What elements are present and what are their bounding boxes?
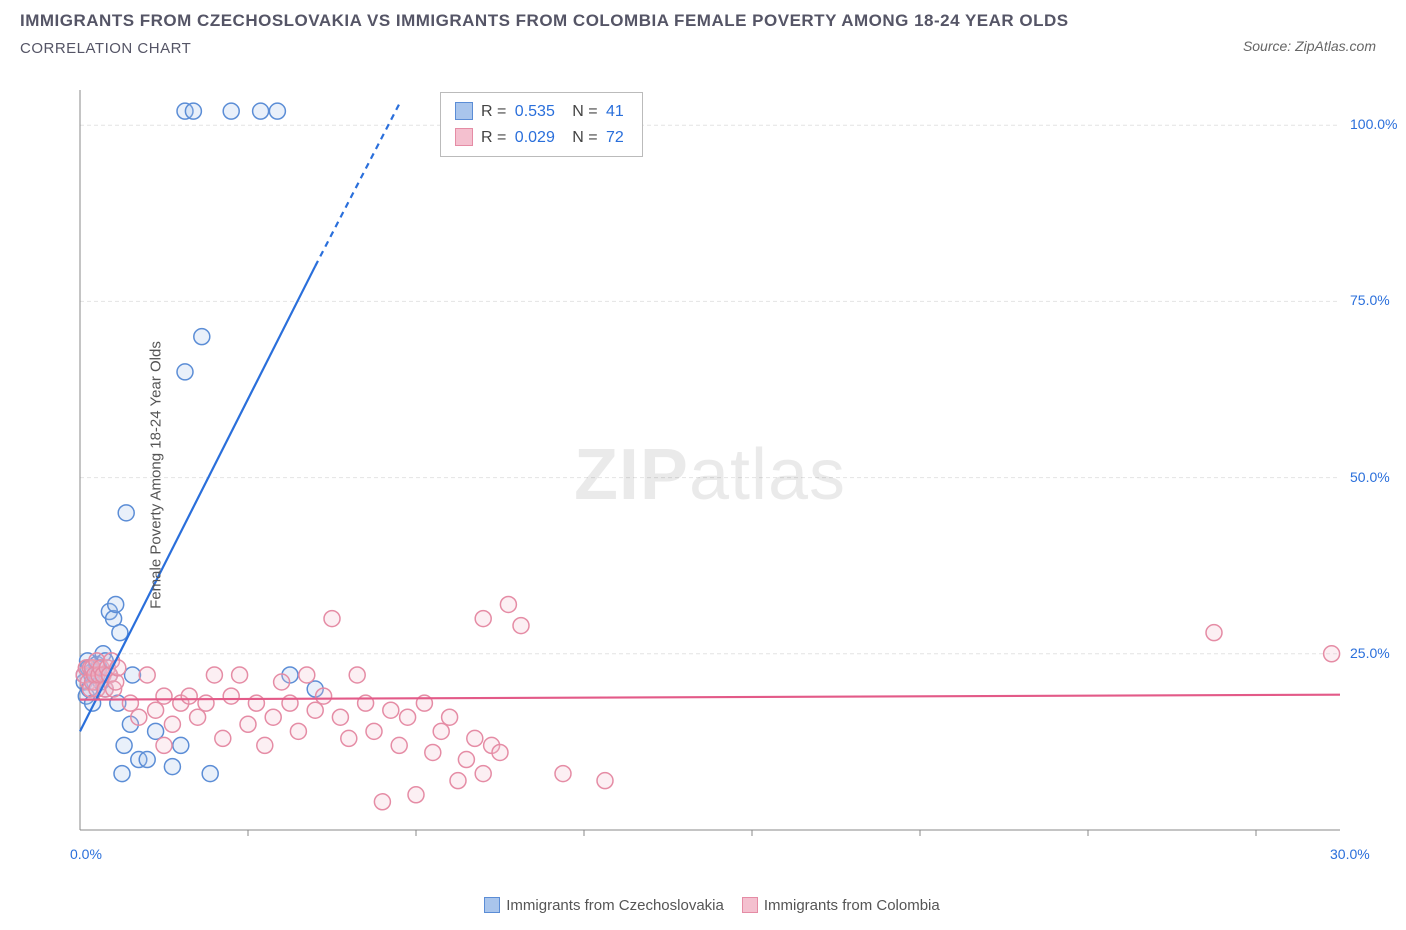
y-tick-label: 75.0% xyxy=(1350,292,1390,308)
y-tick-label: 100.0% xyxy=(1350,116,1397,132)
r-value: 0.029 xyxy=(515,129,555,146)
chart-title: IMMIGRANTS FROM CZECHOSLOVAKIA VS IMMIGR… xyxy=(20,8,1386,34)
chart-area: Female Poverty Among 18-24 Year Olds ZIP… xyxy=(40,80,1380,870)
y-tick-label: 50.0% xyxy=(1350,469,1390,485)
legend-swatch xyxy=(455,102,473,120)
legend-label: Immigrants from Czechoslovakia xyxy=(506,897,724,914)
stats-row: R = 0.535 N = 41 xyxy=(455,99,628,125)
n-label: N = xyxy=(572,103,597,120)
legend-swatch xyxy=(742,897,758,913)
stats-legend-box: R = 0.535 N = 41R = 0.029 N = 72 xyxy=(440,92,643,157)
legend-swatch xyxy=(484,897,500,913)
n-label: N = xyxy=(572,129,597,146)
stats-row: R = 0.029 N = 72 xyxy=(455,125,628,151)
chart-subtitle: CORRELATION CHART xyxy=(20,40,1386,57)
x-tick-label: 0.0% xyxy=(70,846,102,862)
bottom-legend: Immigrants from Czechoslovakia Immigrants… xyxy=(0,897,1406,914)
source-label: Source: ZipAtlas.com xyxy=(1243,38,1376,54)
x-tick-label: 30.0% xyxy=(1330,846,1370,862)
scatter-plot xyxy=(40,80,1380,870)
n-value: 72 xyxy=(606,129,624,146)
legend-swatch xyxy=(455,128,473,146)
r-label: R = xyxy=(481,103,506,120)
r-value: 0.535 xyxy=(515,103,555,120)
legend-label: Immigrants from Colombia xyxy=(764,897,940,914)
r-label: R = xyxy=(481,129,506,146)
y-axis-label: Female Poverty Among 18-24 Year Olds xyxy=(147,341,164,609)
n-value: 41 xyxy=(606,103,624,120)
y-tick-label: 25.0% xyxy=(1350,645,1390,661)
title-block: IMMIGRANTS FROM CZECHOSLOVAKIA VS IMMIGR… xyxy=(20,8,1386,57)
